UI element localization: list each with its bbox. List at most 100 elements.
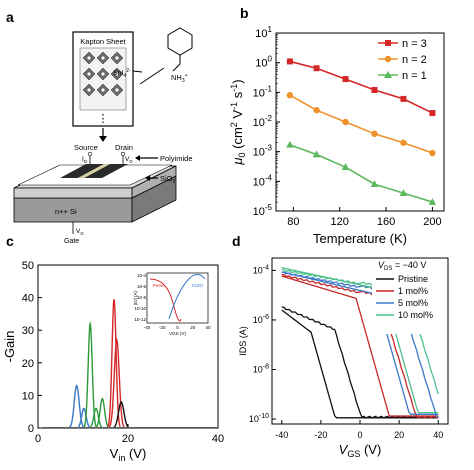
data-point-b xyxy=(399,189,408,196)
source-label: Source xyxy=(74,143,98,152)
ylabel-sup: -1 xyxy=(229,102,239,110)
data-point-b xyxy=(342,76,349,83)
panel-letter-c: c xyxy=(6,233,14,249)
octahedron-center-0-1 xyxy=(101,56,105,60)
legend-marker-b xyxy=(385,40,391,46)
chart-c: 0 20 40 0 10 20 30 40 50 Vin (V) -Gain -40 -20 0 20 40 1… xyxy=(2,260,224,463)
legend-title-d: VDS = −40 V xyxy=(378,260,426,272)
nsi-label: n++ Si xyxy=(55,207,77,216)
octahedron-center-2-2 xyxy=(115,88,119,92)
ylabel-close: ) xyxy=(230,79,245,83)
ylabel-unit: (cm xyxy=(230,127,245,152)
series-line-b-1 xyxy=(289,94,433,154)
x-tick-label-d: 40 xyxy=(433,430,443,440)
vg-label: VG xyxy=(76,228,84,236)
inset-x-tick-c: 40 xyxy=(205,325,211,330)
sio2-front xyxy=(13,187,133,199)
y-tick-label-b: 101 xyxy=(255,25,272,40)
transfer-fwd-d-3 xyxy=(281,267,439,414)
ylabel-unit: s xyxy=(230,91,245,102)
xlabel-sub: in xyxy=(118,453,125,463)
panel-a: a Kapton Sheet ⋮ NH3+ SnI42- Source Drai… xyxy=(6,9,193,245)
data-point-b xyxy=(341,163,350,170)
inset-ylabel-c: |ID| (A) xyxy=(133,290,138,305)
tick-base: 10 xyxy=(253,176,265,188)
polyimide-label: Polyimide xyxy=(160,154,193,163)
data-point-b xyxy=(286,58,293,65)
y-tick-label-d: 10-8 xyxy=(253,363,269,374)
channel xyxy=(78,164,110,178)
data-point-b xyxy=(286,140,294,148)
tick-base: 10 xyxy=(253,315,263,325)
inset-y-tick-c: 10-12 xyxy=(134,317,146,322)
tick-exponent: 0 xyxy=(268,55,273,64)
data-point-b xyxy=(428,198,437,205)
polyimide-arrowhead xyxy=(135,155,140,161)
legend-label-b: n = 2 xyxy=(402,54,427,66)
y-tick-label-d: 10-10 xyxy=(249,413,269,424)
gain-peak-c-3 xyxy=(89,407,104,429)
gain-peak-c-6 xyxy=(108,337,125,428)
data-point-b xyxy=(370,180,379,188)
x-tick-label-b: 80 xyxy=(287,216,299,228)
xlabel-v: V xyxy=(110,446,119,461)
legend-label-d: 10 mol% xyxy=(398,310,433,320)
tick-exponent: -10 xyxy=(259,413,269,420)
gain-peak-c-4 xyxy=(95,397,110,429)
tick-base: 10 xyxy=(255,58,267,70)
data-point-b xyxy=(400,139,407,146)
octahedron-center-0-0 xyxy=(87,56,91,60)
tick-base: 10 xyxy=(253,147,265,159)
xlabel-unit: (V) xyxy=(360,442,381,457)
x-tick-label-b: 200 xyxy=(423,216,441,228)
tick-exponent: -1 xyxy=(265,84,273,93)
y-tick-label-c: 0 xyxy=(28,423,34,435)
panel-letter-b: b xyxy=(240,5,249,21)
data-point-b xyxy=(342,118,349,126)
data-point-b xyxy=(286,92,294,99)
x-axis-label-d: VGS (V) xyxy=(339,442,382,459)
tick-exponent: -8 xyxy=(263,363,269,370)
panel-letter-a: a xyxy=(6,9,14,25)
panel-c: c 0 20 40 0 10 20 30 40 50 Vin (V) -Gain -40 -20 0 20 4… xyxy=(2,233,224,463)
data-point-b xyxy=(312,150,321,158)
y-tick-label-b: 10-3 xyxy=(253,144,273,159)
y-tick-label-c: 40 xyxy=(22,293,34,305)
y-tick-label-b: 10-5 xyxy=(253,203,273,218)
ylabel-sub: 0 xyxy=(237,152,247,157)
legend-label-d: 1 mol% xyxy=(398,286,428,296)
transfer-fwd-d-1 xyxy=(281,275,439,417)
tick-exponent: -5 xyxy=(265,203,273,212)
chart-b: 80 120 160 20010-510-410-310-210-1100101Tem… xyxy=(229,25,445,246)
inset-y-tick-c: 10-8 xyxy=(137,295,147,300)
ylabel-sup: 2 xyxy=(229,122,239,127)
sni-label: SnI42- xyxy=(113,68,131,79)
x-tick-label-d: -20 xyxy=(314,430,327,440)
x-tick-label-d: 20 xyxy=(394,430,404,440)
gain-peak-c-5 xyxy=(107,299,121,427)
kapton-sheet-label: Kapton Sheet xyxy=(80,37,126,46)
tick-exponent: -4 xyxy=(265,173,273,182)
legend-title-v: V xyxy=(378,260,385,270)
octahedron-center-2-0 xyxy=(87,88,91,92)
legend-marker-b xyxy=(384,71,392,78)
y-tick-label-c: 30 xyxy=(22,325,34,337)
inset-frame-c xyxy=(146,272,209,324)
y-tick-label-b: 100 xyxy=(255,55,272,70)
device-stack xyxy=(13,164,177,223)
dots-ellipsis: ⋮ xyxy=(98,113,109,125)
y-tick-label-d: 10-6 xyxy=(253,314,269,325)
x-tick-label-c: 0 xyxy=(35,433,41,445)
transfer-rev-d-2 xyxy=(281,271,439,418)
id-label: ID xyxy=(82,156,88,164)
sio2-label: SiO2 xyxy=(160,174,176,185)
inset-x-tick-c: 0 xyxy=(176,325,179,330)
y-tick-label-b: 10-2 xyxy=(253,114,273,129)
source-electrode xyxy=(60,164,104,178)
arrow-head xyxy=(99,136,107,142)
inset-legend-red-c: Pervo xyxy=(153,283,165,288)
legend-label-d: 5 mol% xyxy=(398,298,428,308)
ylabel-sup: -1 xyxy=(229,84,239,92)
data-point-b xyxy=(429,110,436,117)
xlabel-unit: (V) xyxy=(125,446,146,461)
